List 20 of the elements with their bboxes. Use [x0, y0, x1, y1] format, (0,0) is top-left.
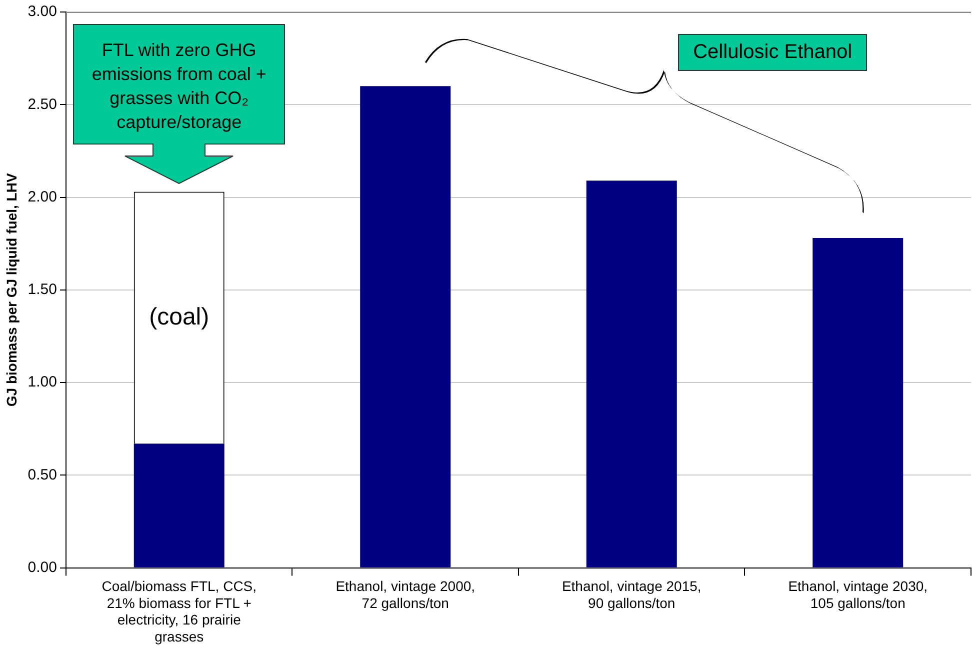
annotation: Cellulosic Ethanol	[678, 34, 868, 71]
y-tick-label: 0.50	[28, 466, 57, 484]
y-tick-label: 3.00	[28, 3, 57, 20]
y-tick-label: 1.50	[28, 281, 57, 298]
x-tick-label: Ethanol, vintage 2015, 90 gallons/ton	[562, 578, 702, 611]
bar	[360, 86, 451, 568]
annotation: FTL with zero GHG emissions from coal + grasses with CO₂ capture/storage	[90, 38, 268, 134]
series-label: (coal)	[149, 303, 210, 330]
x-tick-label: Coal/biomass FTL, CCS, 21% biomass for FTL + electricity, 16 prairie grasses	[102, 578, 257, 644]
y-tick-label: 1.00	[28, 374, 57, 391]
y-tick-label: 2.00	[28, 188, 57, 206]
bar	[134, 444, 224, 568]
bar	[586, 180, 677, 568]
y-tick-label: 2.50	[28, 96, 57, 113]
y-axis-title: GJ biomass per GJ liquid fuel, LHV	[3, 172, 20, 407]
callout-arrow: FTL with zero GHG emissions from coal + grasses with CO₂ capture/storage	[73, 24, 286, 184]
y-tick-label: 0.00	[28, 558, 57, 576]
bar	[812, 238, 904, 568]
x-tick-label: Ethanol, vintage 2030, 105 gallons/ton	[788, 578, 928, 611]
x-tick-label: Ethanol, vintage 2000, 72 gallons/ton	[336, 578, 476, 611]
